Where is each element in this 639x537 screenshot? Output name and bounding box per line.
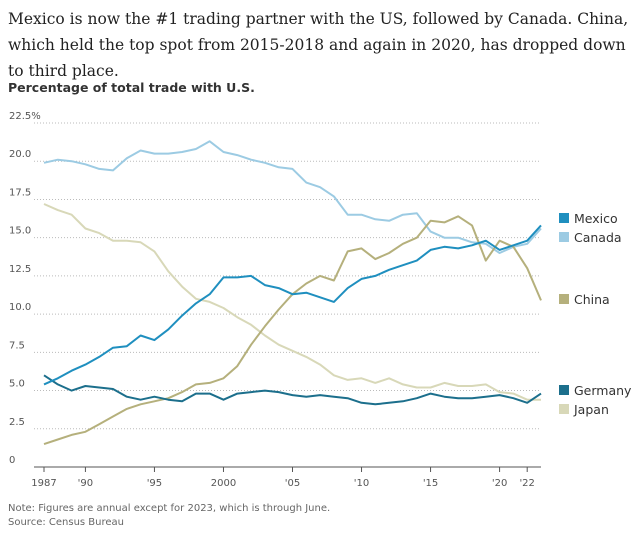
x-tick-label: '95	[147, 478, 162, 489]
y-tick-label: 22.5%	[9, 111, 41, 122]
x-tick-label: '22	[519, 478, 534, 489]
y-tick-label: 15.0	[9, 226, 31, 237]
note-text: Note: Figures are annual except for 2023…	[8, 503, 331, 514]
x-tick-label: '05	[285, 478, 300, 489]
legend-label-germany: Germany	[574, 383, 632, 398]
gridlines	[34, 122, 541, 468]
legend-swatch-germany	[559, 385, 569, 395]
legend-swatch-china	[559, 294, 569, 304]
series-line-japan	[43, 203, 541, 401]
y-axis-ticks: 0 2.5 5.0 7.5 10.0 12.5 15.0 17.5 20.0 22.5%	[9, 111, 41, 466]
legend: Mexico Canada China Germany Japan	[559, 211, 632, 417]
x-tick-label: '20	[492, 478, 507, 489]
series-line-germany	[43, 374, 542, 406]
chart-title: Percentage of total trade with U.S.	[8, 80, 255, 95]
series-line-canada	[43, 140, 542, 254]
series-line-china	[43, 215, 542, 446]
y-tick-label: 0	[9, 455, 15, 466]
y-tick-label: 2.5	[9, 417, 25, 428]
source-text: Source: Census Bureau	[8, 517, 125, 528]
y-tick-label: 20.0	[9, 149, 31, 160]
legend-swatch-canada	[559, 232, 569, 242]
x-axis-ticks: 1987 '90 '95 2000 '05 '10 '15 '20 '22	[31, 467, 535, 489]
legend-swatch-japan	[559, 404, 569, 414]
series-line-mexico	[43, 224, 542, 386]
footnote: Note: Figures are annual except for 2023…	[8, 502, 330, 530]
x-tick-label: '10	[354, 478, 369, 489]
y-tick-label: 17.5	[9, 187, 31, 198]
legend-label-canada: Canada	[574, 230, 622, 245]
x-tick-label: '15	[423, 478, 438, 489]
y-tick-label: 5.0	[9, 379, 25, 390]
intro-paragraph: Mexico is now the #1 trading partner wit…	[8, 10, 629, 80]
legend-label-mexico: Mexico	[574, 211, 618, 226]
x-tick-label: 2000	[211, 478, 236, 489]
series-lines	[43, 140, 542, 446]
y-tick-label: 12.5	[9, 264, 31, 275]
x-tick-label: 1987	[31, 478, 56, 489]
x-tick-label: '90	[78, 478, 93, 489]
legend-label-china: China	[574, 292, 610, 307]
legend-label-japan: Japan	[573, 402, 609, 417]
legend-swatch-mexico	[559, 213, 569, 223]
y-tick-label: 7.5	[9, 340, 25, 351]
y-tick-label: 10.0	[9, 302, 31, 313]
